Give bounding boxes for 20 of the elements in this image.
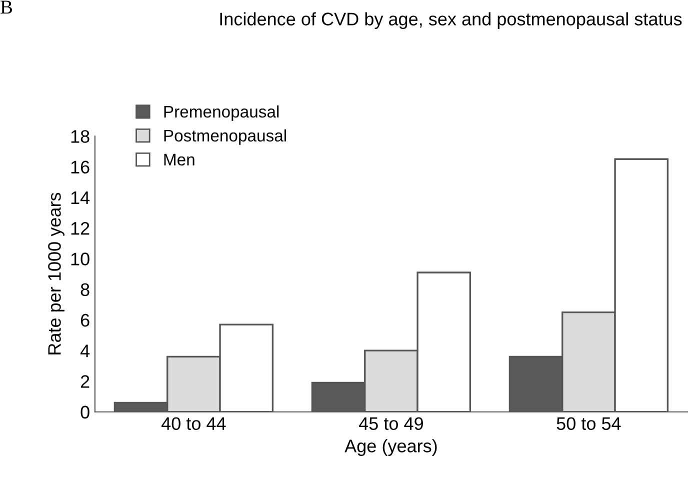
- chart-title: Incidence of CVD by age, sex and postmenopausal status: [220, 12, 682, 30]
- text: B: [0, 0, 12, 14]
- y-tick-label: 8: [80, 283, 90, 296]
- y-tick-label: 10: [71, 252, 90, 266]
- x-axis-title: Age (years): [344, 439, 437, 456]
- legend-label: Men: [164, 154, 194, 166]
- y-tick-label: 0: [80, 406, 90, 419]
- legend-label: Postmenopausal: [164, 129, 286, 145]
- y-tick-label: 2: [80, 375, 90, 388]
- y-tick-label: 6: [80, 314, 90, 327]
- y-axis-title: Rate per 1000 years: [48, 192, 64, 354]
- y-tick-label: 14: [71, 192, 90, 204]
- x-tick-label: 50 to 54: [556, 417, 621, 430]
- y-tick-label: 4: [80, 344, 90, 358]
- y-tick-label: 18: [71, 130, 90, 143]
- legend-label: Premenopausal: [164, 105, 279, 121]
- x-tick-label: 45 to 49: [358, 417, 423, 430]
- y-tick-label: 12: [71, 222, 90, 235]
- x-tick-label: 40 to 44: [161, 417, 226, 430]
- y-tick-label: 16: [71, 160, 90, 174]
